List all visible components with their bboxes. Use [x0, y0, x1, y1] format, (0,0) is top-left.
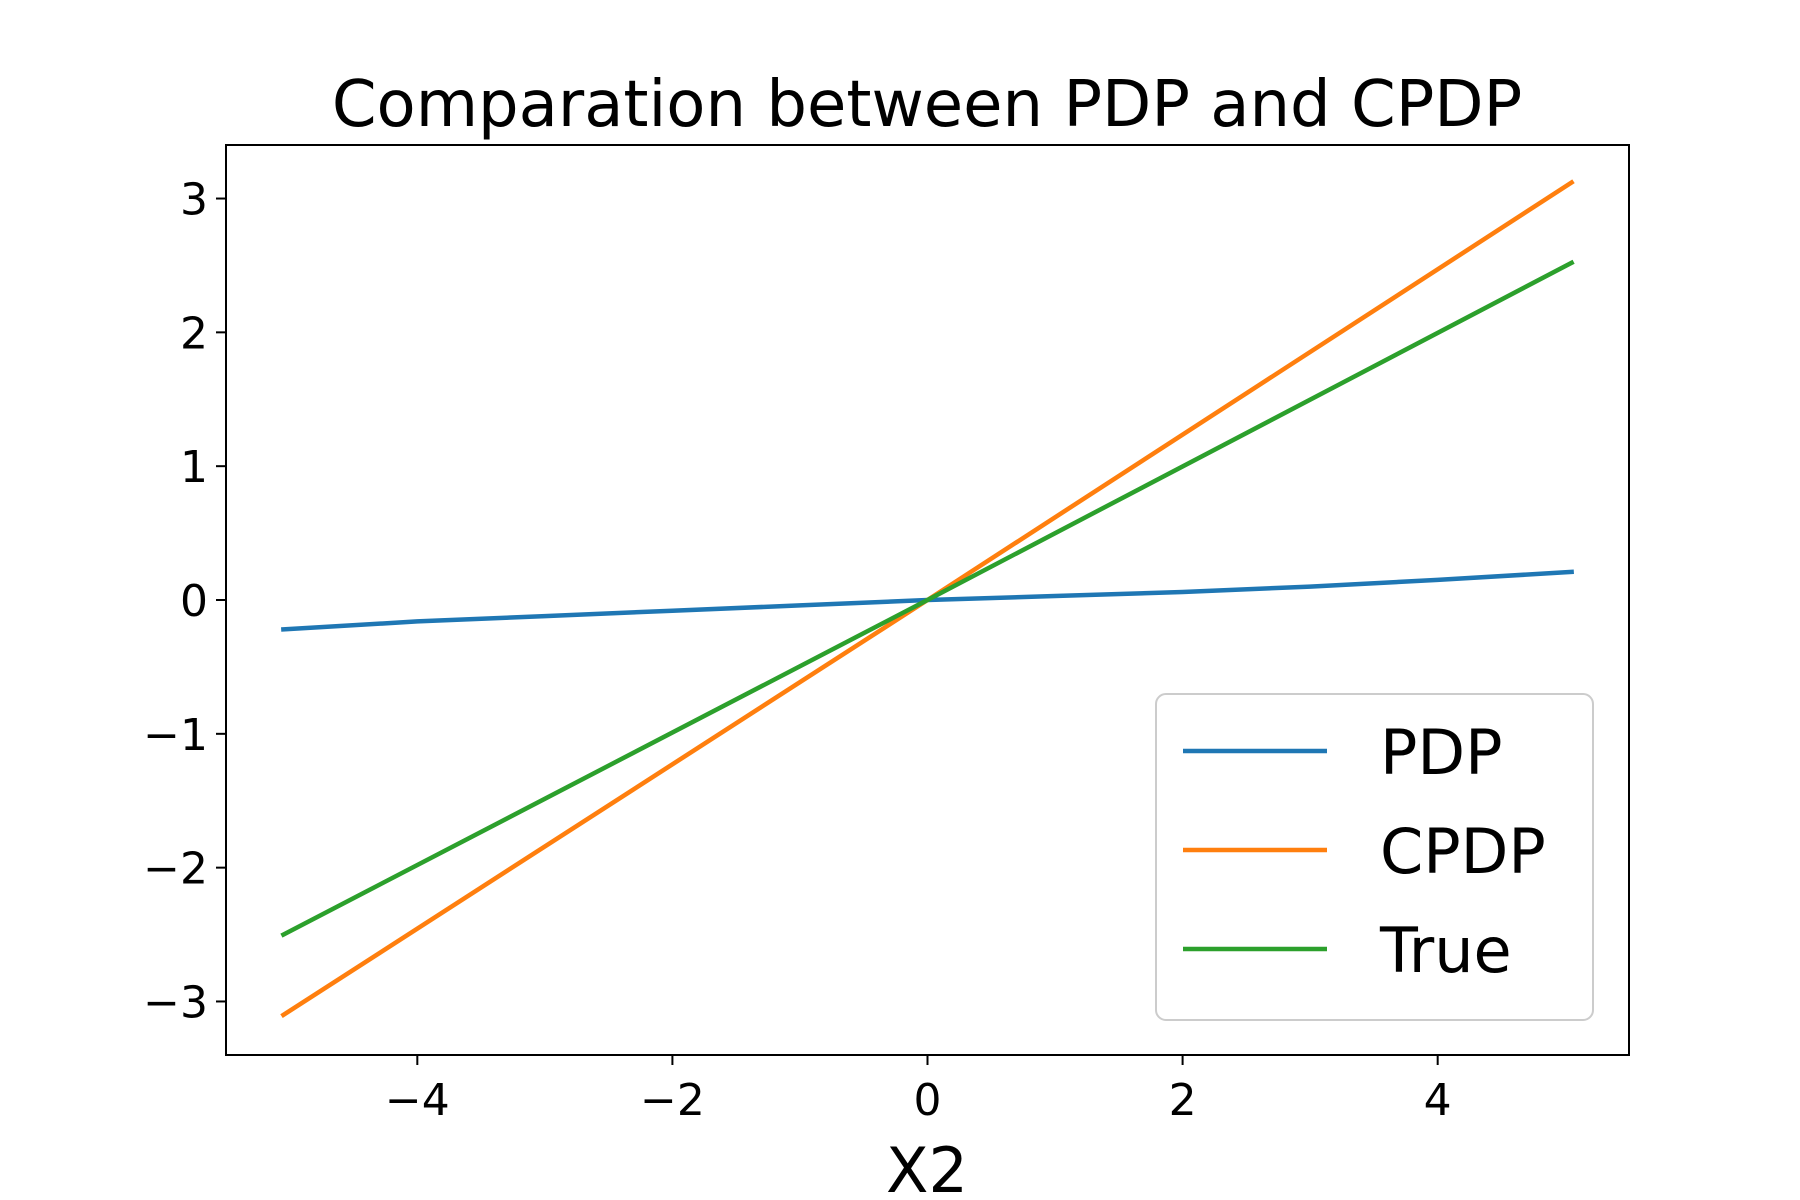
legend-label-pdp: PDP: [1380, 716, 1503, 789]
legend-label-cpdp: CPDP: [1380, 815, 1546, 888]
x-tick-label: 0: [914, 1075, 942, 1126]
legend-box: [1155, 693, 1594, 1021]
y-tick-label: 1: [180, 442, 208, 493]
y-tick-label: 3: [180, 175, 208, 226]
x-tick-label: −4: [385, 1075, 450, 1126]
x-axis-ticks: −4 −2 0 2 4: [385, 1055, 1452, 1126]
series-line-true: [280, 259, 1575, 938]
plot-lines: [280, 179, 1575, 1019]
y-tick-label: −2: [143, 844, 208, 895]
chart-title: Comparation between PDP and CPDP: [332, 68, 1522, 142]
legend: PDP CPDP True: [1155, 693, 1594, 1021]
x-tick-label: 4: [1424, 1075, 1452, 1126]
x-axis-label: X2: [886, 1134, 968, 1200]
legend-label-true: True: [1379, 914, 1512, 987]
y-tick-label: −1: [143, 710, 208, 761]
y-tick-label: −3: [143, 977, 208, 1028]
y-axis-ticks: −3 −2 −1 0 1 2 3: [143, 175, 226, 1028]
y-tick-label: 2: [180, 308, 208, 359]
y-tick-label: 0: [180, 576, 208, 627]
x-tick-label: −2: [640, 1075, 705, 1126]
x-tick-label: 2: [1169, 1075, 1197, 1126]
